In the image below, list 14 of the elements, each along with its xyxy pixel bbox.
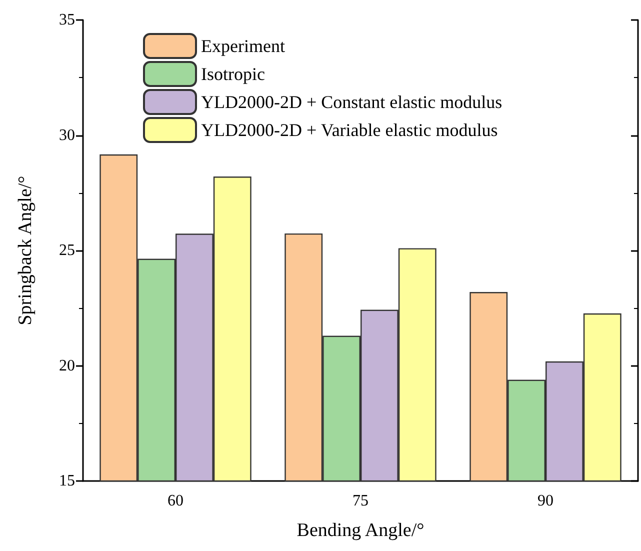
x-axis-title: Bending Angle/° <box>296 520 424 541</box>
legend-label: Isotropic <box>201 64 265 84</box>
y-tick-label: 30 <box>59 126 75 144</box>
y-tick-label: 20 <box>59 357 75 374</box>
x-tick-label: 75 <box>352 492 368 510</box>
y-tick-label: 15 <box>59 472 75 490</box>
y-axis-title: Springback Angle/° <box>15 176 36 326</box>
x-tick-label: 90 <box>538 492 554 510</box>
x-tick-label: 60 <box>168 492 184 510</box>
legend-label: YLD2000-2D + Variable elastic modulus <box>201 120 498 140</box>
legend-label: YLD2000-2D + Constant elastic modulus <box>201 92 502 112</box>
legend-label: Experiment <box>201 36 285 56</box>
y-tick-label: 25 <box>59 242 75 259</box>
y-tick-label: 35 <box>59 12 75 28</box>
